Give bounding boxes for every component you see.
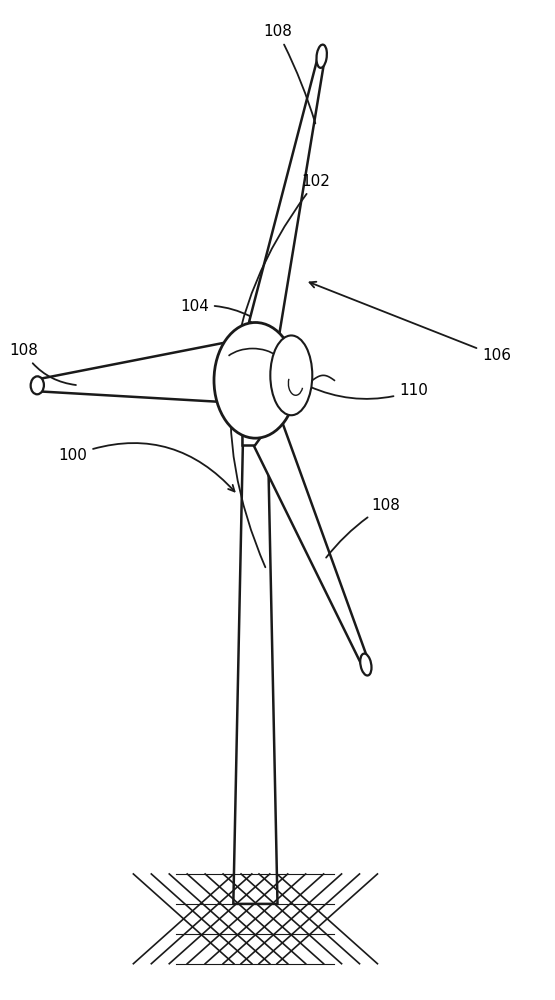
Ellipse shape [270,335,312,415]
Text: 104: 104 [180,299,250,316]
Text: 106: 106 [310,282,511,363]
Polygon shape [233,425,278,904]
Ellipse shape [31,376,44,394]
Text: 108: 108 [326,498,400,558]
Polygon shape [37,342,227,402]
Text: 110: 110 [309,383,428,399]
Text: 100: 100 [59,443,235,491]
Ellipse shape [316,45,327,68]
Polygon shape [249,54,325,341]
Ellipse shape [360,654,371,676]
Polygon shape [241,425,269,445]
Text: 102: 102 [230,174,331,567]
Ellipse shape [214,322,297,438]
Text: 108: 108 [263,24,315,123]
Polygon shape [254,413,369,668]
Text: 108: 108 [9,343,76,385]
